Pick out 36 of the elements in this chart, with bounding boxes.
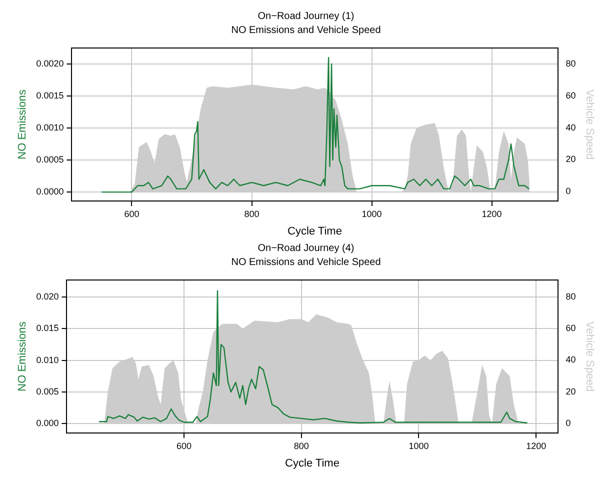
y-tick-label: 0.0000 [36, 186, 64, 197]
y-tick-label: 0.0015 [36, 90, 64, 100]
y-tick-label: 0.005 [36, 386, 59, 396]
x-tick-label: 1200 [482, 208, 502, 219]
x-tick-label: 800 [244, 208, 260, 219]
y-tick-label: 0.000 [36, 418, 59, 428]
y2-tick-label: 60 [566, 323, 576, 334]
y-tick-label: 0.0005 [36, 154, 64, 165]
y2-tick-label: 0 [566, 418, 571, 428]
y-tick-label: 0.010 [36, 354, 59, 365]
chart-title: On−Road Journey (4) [258, 242, 354, 254]
chart-subtitle: NO Emissions and Vehicle Speed [231, 24, 381, 36]
y2-tick-label: 60 [566, 90, 576, 100]
y-axis-title: NO Emissions [16, 321, 29, 392]
x-axis-title: Cycle Time [285, 457, 340, 470]
x-tick-label: 600 [176, 440, 192, 451]
y2-tick-label: 80 [566, 58, 576, 68]
y2-tick-label: 80 [566, 291, 576, 302]
y-tick-label: 0.020 [36, 292, 59, 302]
y2-tick-label: 20 [566, 386, 576, 396]
y-tick-label: 0.0010 [36, 122, 64, 133]
chart-subtitle: NO Emissions and Vehicle Speed [231, 256, 381, 268]
x-axis-title: Cycle Time [288, 225, 342, 238]
y2-tick-label: 40 [566, 354, 576, 365]
x-tick-label: 800 [294, 440, 309, 451]
x-tick-label: 1200 [526, 440, 546, 451]
x-tick-label: 1000 [362, 208, 382, 219]
y2-tick-label: 40 [566, 122, 576, 132]
y2-tick-label: 20 [566, 154, 576, 164]
y-tick-label: 0.0020 [36, 58, 64, 68]
y2-tick-label: 0 [566, 186, 571, 196]
chart-title: On−Road Journey (1) [258, 10, 354, 22]
y-tick-label: 0.015 [36, 323, 59, 334]
y-axis-title: NO Emissions [16, 89, 29, 160]
x-tick-label: 1000 [408, 440, 429, 451]
x-tick-label: 600 [124, 208, 140, 219]
